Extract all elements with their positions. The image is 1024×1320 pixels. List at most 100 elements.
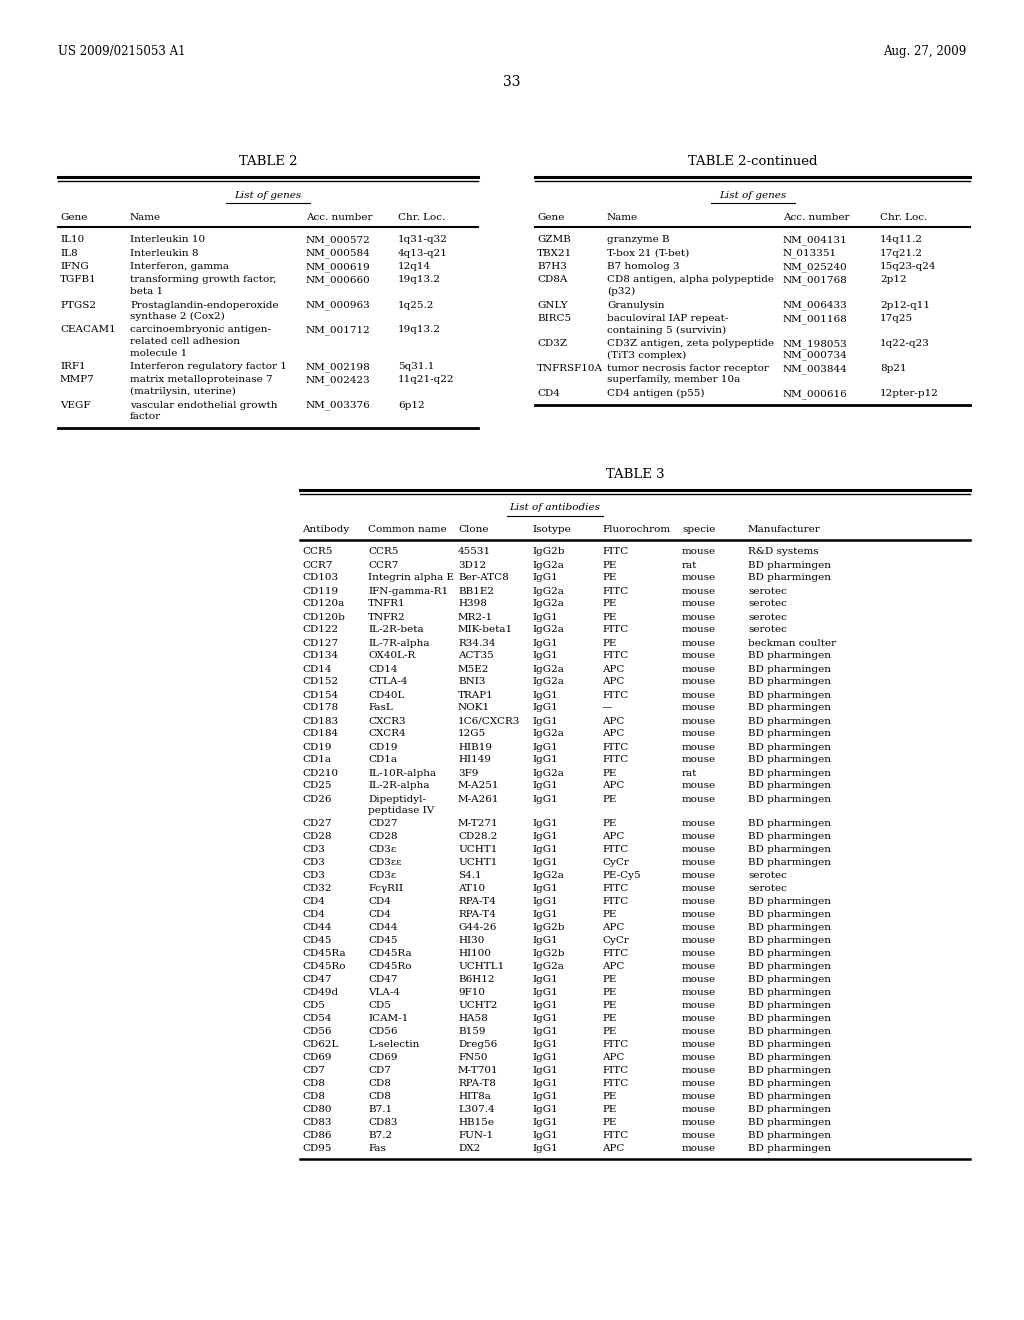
Text: CD47: CD47 xyxy=(302,975,332,983)
Text: IgG1: IgG1 xyxy=(532,1131,558,1140)
Text: 2p12: 2p12 xyxy=(880,276,906,285)
Text: PE: PE xyxy=(602,1092,616,1101)
Text: TRAP1: TRAP1 xyxy=(458,690,494,700)
Text: G44-26: G44-26 xyxy=(458,923,497,932)
Text: BD pharmingen: BD pharmingen xyxy=(748,690,831,700)
Text: NM_003844: NM_003844 xyxy=(783,364,848,374)
Text: CD3Z antigen, zeta polypeptide: CD3Z antigen, zeta polypeptide xyxy=(607,339,774,348)
Text: 15q23-q24: 15q23-q24 xyxy=(880,261,937,271)
Text: FITC: FITC xyxy=(602,1040,629,1049)
Text: factor: factor xyxy=(130,412,161,421)
Text: CD120a: CD120a xyxy=(302,599,344,609)
Text: ACT35: ACT35 xyxy=(458,652,494,660)
Text: CXCR3: CXCR3 xyxy=(368,717,406,726)
Text: BD pharmingen: BD pharmingen xyxy=(748,652,831,660)
Text: RPA-T4: RPA-T4 xyxy=(458,898,496,906)
Text: S4.1: S4.1 xyxy=(458,871,481,880)
Text: mouse: mouse xyxy=(682,1105,716,1114)
Text: IgG1: IgG1 xyxy=(532,717,558,726)
Text: APC: APC xyxy=(602,717,625,726)
Text: BD pharmingen: BD pharmingen xyxy=(748,717,831,726)
Text: 1q25.2: 1q25.2 xyxy=(398,301,434,309)
Text: FITC: FITC xyxy=(602,1078,629,1088)
Text: PE: PE xyxy=(602,1001,616,1010)
Text: FITC: FITC xyxy=(602,690,629,700)
Text: CD32: CD32 xyxy=(302,884,332,894)
Text: BD pharmingen: BD pharmingen xyxy=(748,1144,831,1152)
Text: NM_001712: NM_001712 xyxy=(306,326,371,335)
Text: CD69: CD69 xyxy=(368,1053,397,1063)
Text: HB15e: HB15e xyxy=(458,1118,494,1127)
Text: NM_198053: NM_198053 xyxy=(783,339,848,348)
Text: vascular endothelial growth: vascular endothelial growth xyxy=(130,400,278,409)
Text: CD3: CD3 xyxy=(302,871,325,880)
Text: IgG2a: IgG2a xyxy=(532,677,564,686)
Text: Name: Name xyxy=(607,213,638,222)
Text: CD122: CD122 xyxy=(302,626,338,635)
Text: Fluorochrom: Fluorochrom xyxy=(602,525,670,535)
Text: M-A251: M-A251 xyxy=(458,781,500,791)
Text: CCR5: CCR5 xyxy=(302,548,333,557)
Text: mouse: mouse xyxy=(682,1118,716,1127)
Text: N_013351: N_013351 xyxy=(783,248,838,259)
Text: CD45: CD45 xyxy=(302,936,332,945)
Text: baculoviral IAP repeat-: baculoviral IAP repeat- xyxy=(607,314,728,323)
Text: PE: PE xyxy=(602,1118,616,1127)
Text: FITC: FITC xyxy=(602,1067,629,1074)
Text: TGFB1: TGFB1 xyxy=(60,276,96,285)
Text: BD pharmingen: BD pharmingen xyxy=(748,1078,831,1088)
Text: Gene: Gene xyxy=(537,213,564,222)
Text: CD119: CD119 xyxy=(302,586,338,595)
Text: PE: PE xyxy=(602,612,616,622)
Text: IgG1: IgG1 xyxy=(532,1078,558,1088)
Text: carcinoembryonic antigen-: carcinoembryonic antigen- xyxy=(130,326,271,334)
Text: BD pharmingen: BD pharmingen xyxy=(748,936,831,945)
Text: mouse: mouse xyxy=(682,962,716,972)
Text: BD pharmingen: BD pharmingen xyxy=(748,845,831,854)
Text: FITC: FITC xyxy=(602,626,629,635)
Text: CXCR4: CXCR4 xyxy=(368,730,406,738)
Text: IgG1: IgG1 xyxy=(532,573,558,582)
Text: IgG2a: IgG2a xyxy=(532,871,564,880)
Text: NM_000660: NM_000660 xyxy=(306,276,371,285)
Text: mouse: mouse xyxy=(682,871,716,880)
Text: APC: APC xyxy=(602,1053,625,1063)
Text: BD pharmingen: BD pharmingen xyxy=(748,1118,831,1127)
Text: BD pharmingen: BD pharmingen xyxy=(748,909,831,919)
Text: IgG1: IgG1 xyxy=(532,1040,558,1049)
Text: CD45: CD45 xyxy=(368,936,397,945)
Text: specie: specie xyxy=(682,525,716,535)
Text: mouse: mouse xyxy=(682,795,716,804)
Text: CD3: CD3 xyxy=(302,845,325,854)
Text: 3F9: 3F9 xyxy=(458,768,478,777)
Text: CTLA-4: CTLA-4 xyxy=(368,677,408,686)
Text: BD pharmingen: BD pharmingen xyxy=(748,1053,831,1063)
Text: peptidase IV: peptidase IV xyxy=(368,807,434,814)
Text: Granulysin: Granulysin xyxy=(607,301,665,309)
Text: M-A261: M-A261 xyxy=(458,795,500,804)
Text: Isotype: Isotype xyxy=(532,525,570,535)
Text: IgG2b: IgG2b xyxy=(532,923,564,932)
Text: M-T701: M-T701 xyxy=(458,1067,499,1074)
Text: VEGF: VEGF xyxy=(60,400,90,409)
Text: CD8A: CD8A xyxy=(537,276,567,285)
Text: mouse: mouse xyxy=(682,755,716,764)
Text: Chr. Loc.: Chr. Loc. xyxy=(398,213,445,222)
Text: IgG1: IgG1 xyxy=(532,832,558,841)
Text: CD83: CD83 xyxy=(368,1118,397,1127)
Text: 12G5: 12G5 xyxy=(458,730,486,738)
Text: mouse: mouse xyxy=(682,1040,716,1049)
Text: CD45Ra: CD45Ra xyxy=(368,949,412,958)
Text: BD pharmingen: BD pharmingen xyxy=(748,1067,831,1074)
Text: FUN-1: FUN-1 xyxy=(458,1131,494,1140)
Text: mouse: mouse xyxy=(682,639,716,648)
Text: mouse: mouse xyxy=(682,1067,716,1074)
Text: serotec: serotec xyxy=(748,612,786,622)
Text: mouse: mouse xyxy=(682,898,716,906)
Text: IgG1: IgG1 xyxy=(532,612,558,622)
Text: RPA-T8: RPA-T8 xyxy=(458,1078,496,1088)
Text: IFNG: IFNG xyxy=(60,261,89,271)
Text: IFN-gamma-R1: IFN-gamma-R1 xyxy=(368,586,449,595)
Text: related cell adhesion: related cell adhesion xyxy=(130,337,240,346)
Text: IgG2a: IgG2a xyxy=(532,561,564,569)
